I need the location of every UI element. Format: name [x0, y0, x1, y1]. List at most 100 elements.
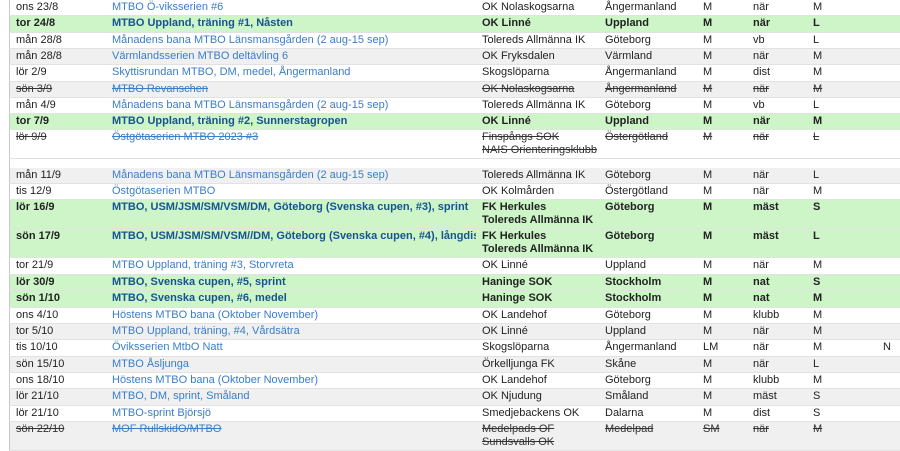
cell-club: OK Landehof — [476, 373, 599, 389]
cell-extra — [877, 113, 900, 129]
cell-discipline: M — [697, 130, 747, 159]
cell-type: mäst — [747, 229, 807, 258]
event-link[interactable]: Månadens bana MTBO Länsmansgården (2 aug… — [112, 34, 388, 46]
cell-event-name: MOF RullskidO/MTBO — [106, 422, 476, 451]
table-row[interactable]: tor 7/9 MTBO Uppland, träning #2, Sunners… — [10, 113, 900, 129]
cell-event-name: Öviksserien MtbO Natt — [106, 340, 476, 356]
event-link[interactable]: MTBO-sprint Björsjö — [112, 407, 211, 419]
event-link[interactable]: Höstens MTBO bana (Oktober November) — [112, 309, 318, 321]
event-link[interactable]: MTBO Revanschen — [112, 83, 208, 95]
event-link[interactable]: Öviksserien MtbO Natt — [112, 341, 223, 353]
cell-date: mån 4/9 — [10, 97, 107, 113]
cell-event-name: MTBO Uppland, träning #2, Sunnerstagrope… — [106, 113, 476, 129]
cell-extra — [877, 389, 900, 405]
cell-district: Dalarna — [599, 405, 697, 421]
table-row[interactable]: lör 2/9 Skyttisrundan MTBO, DM, medel, Ån… — [10, 65, 900, 81]
event-link[interactable]: MTBO Åsljunga — [112, 358, 189, 370]
event-link[interactable]: Östgötaserien MTBO — [112, 185, 215, 197]
event-link[interactable]: Höstens MTBO bana (Oktober November) — [112, 374, 318, 386]
table-row[interactable]: mån 28/8 Månadens bana MTBO Länsmansgårde… — [10, 32, 900, 48]
cell-event-name: MTBO, USM/JSM/SM/VSM/DM, Göteborg (Svens… — [106, 200, 476, 229]
cell-district: Göteborg — [599, 200, 697, 229]
cell-date: tis 12/9 — [10, 184, 107, 200]
cell-district: Ångermanland — [599, 81, 697, 97]
cell-district: Östergötland — [599, 130, 697, 159]
event-link[interactable]: MTBO Ö-viksserien #6 — [112, 1, 223, 13]
cell-type: när — [747, 130, 807, 159]
table-row[interactable]: mån 4/9 Månadens bana MTBO Länsmansgården… — [10, 97, 900, 113]
cell-level: M — [807, 340, 877, 356]
cell-date: lör 21/10 — [10, 389, 107, 405]
cell-club: OK Landehof — [476, 307, 599, 323]
cell-extra — [877, 291, 900, 307]
event-link[interactable]: MTBO Uppland, träning #2, Sunnerstagrope… — [112, 115, 347, 127]
cell-type: när — [747, 168, 807, 184]
cell-discipline: M — [697, 16, 747, 32]
cell-level: M — [807, 422, 877, 451]
cell-club: OK Nolaskogsarna — [476, 81, 599, 97]
cell-district: Göteborg — [599, 97, 697, 113]
cell-discipline: M — [697, 97, 747, 113]
cell-district: Uppland — [599, 16, 697, 32]
cell-event-name: Månadens bana MTBO Länsmansgården (2 aug… — [106, 32, 476, 48]
cell-date: lör 2/9 — [10, 65, 107, 81]
cell-discipline: M — [697, 65, 747, 81]
cell-extra — [877, 258, 900, 274]
cell-extra — [877, 229, 900, 258]
event-link[interactable]: MTBO Uppland, träning #3, Storvreta — [112, 259, 294, 271]
cell-event-name: Månadens bana MTBO Länsmansgården (2 aug… — [106, 168, 476, 184]
cell-date: mån 28/8 — [10, 32, 107, 48]
event-link[interactable]: Värmlandsserien MTBO deltävling 6 — [112, 50, 288, 62]
event-link[interactable]: Månadens bana MTBO Länsmansgården (2 aug… — [112, 169, 388, 181]
event-link[interactable]: MTBO, DM, sprint, Småland — [112, 390, 250, 402]
cell-discipline: M — [697, 389, 747, 405]
event-link[interactable]: MTBO Uppland, träning, #4, Vårdsätra — [112, 325, 300, 337]
event-link[interactable]: MOF RullskidO/MTBO — [112, 423, 221, 435]
event-link[interactable]: Skyttisrundan MTBO, DM, medel, Ångermanl… — [112, 66, 350, 78]
cell-level: M — [807, 291, 877, 307]
cell-extra — [877, 422, 900, 451]
event-link[interactable]: MTBO, Svenska cupen, #5, sprint — [112, 276, 286, 288]
cell-club: OK Nolaskogsarna — [476, 0, 599, 16]
spacer-row — [10, 159, 900, 169]
event-link[interactable]: MTBO Uppland, träning #1, Nåsten — [112, 17, 293, 29]
event-link[interactable]: MTBO, Svenska cupen, #6, medel — [112, 292, 287, 304]
event-link[interactable]: MTBO, USM/JSM/SM/VSM/DM, Göteborg (Svens… — [112, 201, 468, 213]
event-link[interactable]: Månadens bana MTBO Länsmansgården (2 aug… — [112, 99, 388, 111]
cell-type: när — [747, 113, 807, 129]
cell-district: Ångermanland — [599, 65, 697, 81]
cell-discipline: M — [697, 274, 747, 290]
cell-event-name: Östgötaserien MTBO 2023 #3 — [106, 130, 476, 159]
cell-date: tor 7/9 — [10, 113, 107, 129]
event-link[interactable]: MTBO, USM/JSM/SM/VSM//DM, Göteborg (Sven… — [112, 230, 476, 242]
cell-event-name: MTBO, Svenska cupen, #5, sprint — [106, 274, 476, 290]
cell-date: lör 9/9 — [10, 130, 107, 159]
cell-level: M — [807, 0, 877, 16]
cell-type: nat — [747, 274, 807, 290]
cell-extra — [877, 307, 900, 323]
event-link[interactable]: Östgötaserien MTBO 2023 #3 — [112, 131, 258, 143]
cell-date: sön 15/10 — [10, 356, 107, 372]
